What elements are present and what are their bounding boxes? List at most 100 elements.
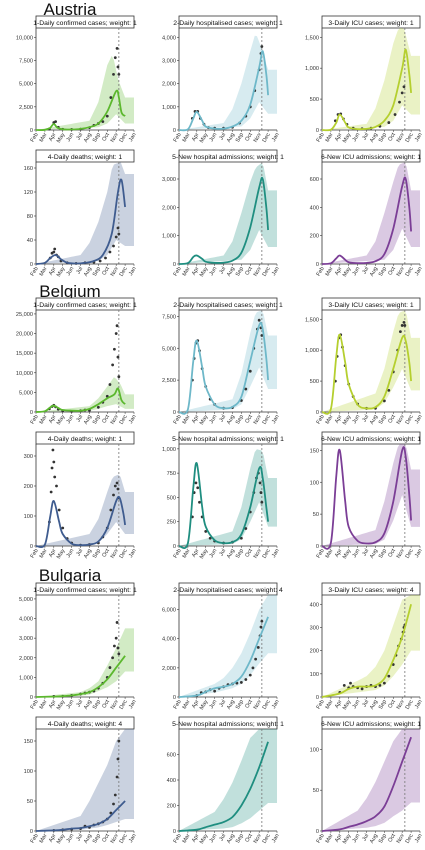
bulgaria-panel-3-xtick-label: Oct bbox=[387, 699, 397, 710]
bulgaria-panel-1-xtick-label: Jul bbox=[76, 699, 85, 708]
austria-panel-2: 2-Daily hospitalised cases; weight: 1 0 1,… bbox=[162, 15, 283, 144]
belgium-panel-2-data-point bbox=[244, 387, 248, 391]
bulgaria-panel-2-data-point bbox=[251, 666, 255, 670]
bulgaria-panel-6-ytick-label: 50 bbox=[313, 788, 319, 794]
austria-panel-1-data-point bbox=[101, 120, 105, 124]
austria-panel-4-data-point bbox=[114, 235, 118, 239]
austria-panel-5-ci-band bbox=[179, 163, 277, 264]
bulgaria-panel-2-xtick-label: Feb bbox=[173, 699, 183, 710]
belgium-panel-2-ci-band bbox=[179, 310, 277, 412]
belgium-panel-4-xtick-label: Nov bbox=[110, 548, 120, 560]
bulgaria-panel-5-title: 5-New hospital admissions; weight: 1 bbox=[172, 721, 284, 728]
belgium-panel-3-xtick-label: Mar bbox=[325, 414, 335, 425]
belgium-panel-3-xtick-label: May bbox=[342, 414, 353, 426]
bulgaria-panel-5-xtick-label: Oct bbox=[244, 833, 254, 844]
austria-panel-4-data-point bbox=[117, 232, 121, 236]
bulgaria-panel-4-xtick-label: Jul bbox=[76, 833, 85, 842]
belgium-panel-4-xtick-label: Jun bbox=[66, 548, 76, 559]
bulgaria-panel-4-xtick-label: Apr bbox=[48, 833, 58, 844]
bulgaria-panel-1-xtick-label: Mar bbox=[39, 699, 49, 710]
austria-panel-1-fit-line bbox=[35, 89, 126, 131]
belgium-panel-5-fit-line bbox=[178, 462, 269, 550]
bulgaria-panel-5-xtick-label: Nov bbox=[253, 833, 263, 845]
bulgaria-panel-4-ytick-label: 50 bbox=[27, 799, 33, 805]
austria-panel-1-xtick-label: Jun bbox=[66, 132, 76, 143]
austria-panel-3-data-point bbox=[387, 121, 391, 124]
belgium-panel-6-xtick-label: Jun bbox=[352, 548, 362, 559]
austria-panel-1: 1-Daily confirmed cases; weight: 1 0 2,500… bbox=[16, 15, 138, 144]
belgium-panel-5-data-point bbox=[244, 527, 248, 530]
austria-panel-3-ytick-label: 0 bbox=[316, 128, 319, 134]
belgium-panel-3-xtick-label: Dec bbox=[405, 414, 415, 426]
austria-panel-2-xtick-label: Mar bbox=[182, 132, 192, 143]
belgium-panel-5-xtick-label: Oct bbox=[244, 548, 254, 559]
bulgaria-panel-1-title-box bbox=[35, 582, 135, 596]
bulgaria-panel-2-xtick-label: Mar bbox=[182, 699, 192, 710]
belgium-panel-5-data-point bbox=[196, 486, 200, 490]
bulgaria-panel-4-xtick-label: Jun bbox=[66, 833, 76, 844]
bulgaria-panel-5-xtick-label: Dec bbox=[262, 833, 272, 845]
belgium-panel-1-xtick-label: Mar bbox=[39, 414, 49, 425]
belgium-panel-1-xtick-label: Jan bbox=[128, 414, 138, 425]
austria-panel-4-data-point bbox=[104, 256, 107, 260]
belgium-panel-1-xtick-label: Aug bbox=[83, 414, 93, 426]
belgium-panel-1-data-point bbox=[96, 405, 100, 409]
bulgaria-panel-1: 1-Daily confirmed cases; weight: 1 0 1,000… bbox=[19, 582, 138, 711]
belgium-panel-5-data-point bbox=[204, 530, 208, 533]
belgium-panel-4-ytick-label: 200 bbox=[24, 484, 33, 490]
austria-panel-1-data-point bbox=[113, 56, 117, 60]
bulgaria-panel-5-ytick-label: 400 bbox=[167, 778, 176, 784]
belgium-panel-4-data-point bbox=[57, 508, 61, 512]
belgium-panel-5-xtick-label: Mar bbox=[182, 548, 192, 559]
belgium-panel-2-fit-line bbox=[178, 321, 269, 415]
bulgaria-panel-6-ci-band bbox=[322, 729, 420, 831]
bulgaria-panel-1-xtick-label: Dec bbox=[119, 699, 129, 711]
austria-panel-4-data-point bbox=[108, 250, 112, 254]
belgium-panel-6-xtick-label: Jul bbox=[362, 548, 371, 557]
austria-panel-2-ytick-label: 4,000 bbox=[162, 35, 176, 41]
austria-panel-6-xtick-label: Jun bbox=[352, 266, 362, 277]
belgium-panel-4-xtick-label: Sep bbox=[92, 548, 102, 560]
belgium-panel-4-data-point bbox=[50, 466, 54, 470]
belgium-panel-2-ytick-label: 2,500 bbox=[162, 378, 176, 384]
belgium-panel-3-xtick-label: Oct bbox=[387, 414, 397, 425]
bulgaria-panel-5-title-box bbox=[178, 716, 278, 730]
belgium-panel-3-xtick-label: Sep bbox=[378, 414, 388, 426]
bulgaria-panel-6-xtick-label: Jan bbox=[414, 833, 424, 844]
belgium-panel-4-xtick-label: May bbox=[56, 548, 67, 560]
austria-panel-1-xtick-label: Mar bbox=[39, 132, 49, 143]
austria-panel-6-xtick-label: Mar bbox=[325, 266, 335, 277]
belgium-panel-4-ytick-label: 100 bbox=[24, 514, 33, 520]
bulgaria-panel-2-xtick-label: Nov bbox=[253, 699, 263, 711]
austria-panel-1-title: 1-Daily confirmed cases; weight: 1 bbox=[33, 20, 137, 27]
austria-panel-3-xtick-label: Oct bbox=[387, 132, 397, 143]
bulgaria-panel-6-xtick-label: Aug bbox=[369, 833, 379, 845]
belgium-panel-5-ytick-label: 500 bbox=[167, 495, 176, 501]
belgium-panel-4-ci-band bbox=[36, 474, 134, 546]
bulgaria-panel-3-title: 3-Daily ICU cases; weight: 4 bbox=[328, 587, 414, 594]
belgium-panel-3-xtick-label: Jan bbox=[414, 414, 424, 425]
austria-panel-2-title: 2-Daily hospitalised cases; weight: 1 bbox=[173, 20, 283, 27]
belgium-panel-6-xtick-label: May bbox=[342, 548, 353, 560]
belgium-panel-6-xtick-label: Nov bbox=[396, 548, 406, 560]
belgium-panel-6-ytick-label: 150 bbox=[310, 448, 319, 454]
austria-panel-4-ytick-label: 80 bbox=[27, 214, 33, 220]
austria-panel-3-xtick-label: Nov bbox=[396, 132, 406, 144]
belgium-panel-2-xtick-label: Sep bbox=[235, 414, 245, 426]
belgium-panel-6-xtick-label: Dec bbox=[405, 548, 415, 560]
austria-panel-2-ytick-label: 0 bbox=[173, 128, 176, 134]
austria-panel-3-xtick-label: Mar bbox=[325, 132, 335, 143]
bulgaria-panel-2-ytick-label: 2,000 bbox=[162, 666, 176, 672]
bulgaria-panel-4-title-box bbox=[35, 716, 135, 730]
belgium-panel-3-data-point bbox=[402, 320, 406, 324]
belgium-panel-4-xtick-label: Jul bbox=[76, 548, 85, 557]
austria-panel-2-xtick-label: Nov bbox=[253, 132, 263, 144]
belgium-panel-4-data-point bbox=[55, 484, 58, 488]
austria-panel-3-title: 3-Daily ICU cases; weight: 1 bbox=[328, 20, 414, 27]
belgium-panel-4-xtick-label: Jan bbox=[128, 548, 138, 559]
bulgaria-panel-4-xtick-label: Feb bbox=[30, 833, 40, 844]
belgium-panel-2-xtick-label: Nov bbox=[253, 414, 263, 426]
bulgaria-panel-5-xtick-label: Apr bbox=[191, 833, 201, 844]
belgium-panel-3-xtick-label: Jul bbox=[362, 414, 371, 423]
bulgaria-panel-3-data-point bbox=[342, 684, 346, 687]
